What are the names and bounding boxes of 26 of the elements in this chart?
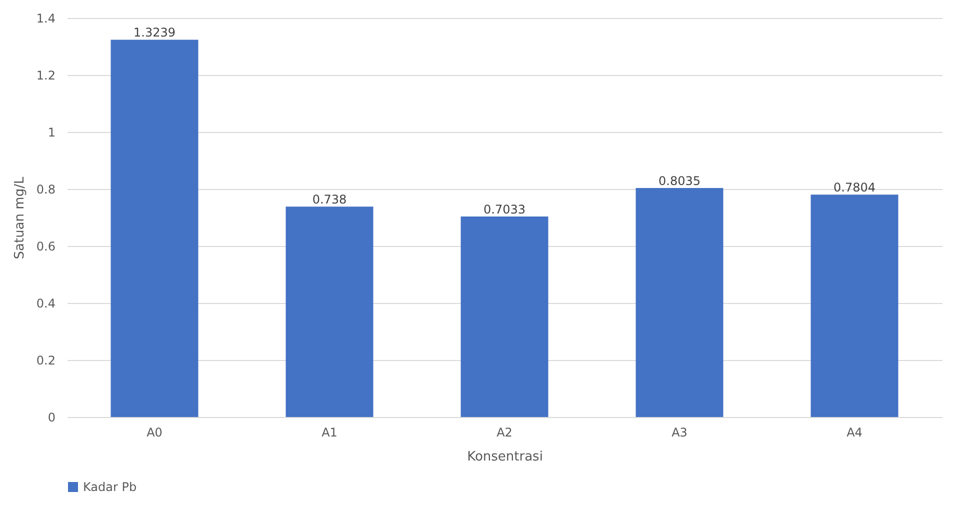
y-axis-title: Satuan mg/L — [12, 176, 28, 260]
bar — [286, 206, 374, 417]
x-axis-title: Konsentrasi — [467, 450, 543, 464]
x-tick-label: A0 — [146, 426, 162, 440]
x-tick-label: A1 — [322, 426, 338, 440]
data-label: 0.738 — [312, 192, 347, 207]
bar — [636, 188, 724, 417]
y-tick-label: 0.2 — [36, 354, 56, 368]
legend-label: Kadar Pb — [83, 480, 137, 494]
y-tick-label: 0.6 — [36, 240, 56, 254]
y-tick-label: 0.8 — [36, 182, 56, 196]
data-label: 0.8035 — [658, 174, 700, 188]
data-label: 1.3239 — [134, 26, 176, 40]
y-tick-label: 1 — [48, 126, 56, 140]
bar — [460, 216, 548, 417]
y-tick-label: 0.4 — [36, 296, 56, 310]
x-tick-label: A2 — [496, 426, 512, 440]
bar — [810, 194, 898, 417]
data-label: 0.7804 — [834, 180, 876, 195]
bar — [110, 40, 198, 417]
y-tick-label: 1.4 — [36, 12, 56, 26]
y-tick-label: 0 — [48, 410, 56, 424]
x-tick-label: A4 — [846, 426, 862, 440]
x-tick-label: A3 — [672, 426, 688, 440]
data-label: 0.7033 — [484, 202, 526, 217]
y-tick-label: 1.2 — [36, 68, 56, 82]
